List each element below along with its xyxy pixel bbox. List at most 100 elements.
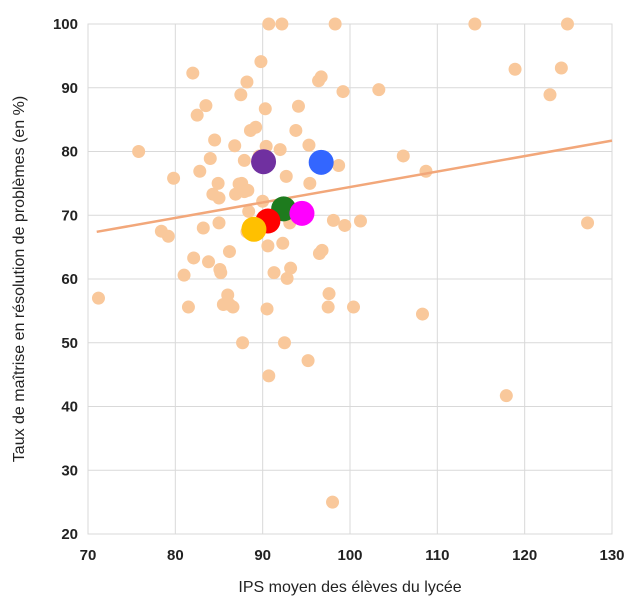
data-point (226, 300, 240, 314)
data-point (543, 88, 557, 102)
data-point (346, 300, 360, 314)
x-tick-label: 110 (425, 547, 449, 564)
data-point (468, 17, 482, 31)
data-point (302, 138, 316, 152)
y-tick-label: 40 (61, 399, 78, 416)
data-point (280, 271, 294, 285)
y-tick-label: 100 (53, 16, 78, 33)
data-point (508, 62, 522, 76)
data-point (203, 152, 217, 166)
data-point (240, 75, 254, 89)
data-point (187, 251, 201, 265)
data-point (279, 169, 293, 183)
data-point (326, 213, 340, 227)
y-tick-label: 90 (61, 80, 78, 97)
data-points (91, 17, 595, 509)
data-point (91, 291, 105, 305)
data-point (196, 221, 210, 235)
data-point (222, 245, 236, 259)
x-tick-label: 100 (337, 547, 362, 564)
data-point (214, 266, 228, 280)
y-tick-label: 50 (61, 335, 78, 352)
data-point (260, 302, 274, 316)
data-point (338, 218, 352, 232)
data-point (289, 123, 303, 137)
data-point (396, 149, 410, 163)
data-point (419, 164, 433, 178)
data-point (291, 99, 305, 113)
data-point (181, 300, 195, 314)
y-axis-label: Taux de maîtrise en résolution de problè… (11, 96, 28, 462)
data-point (242, 204, 256, 218)
data-point (275, 17, 289, 31)
data-point (328, 17, 342, 31)
data-point (314, 70, 328, 84)
plot-frame (87, 23, 613, 535)
x-tick-labels: 70 80 90 100 110 120 130 (80, 547, 625, 564)
highlight-point (289, 200, 315, 226)
data-point (303, 176, 317, 190)
data-point (273, 143, 287, 157)
data-point (581, 216, 595, 230)
data-point (236, 336, 250, 350)
data-point (353, 214, 367, 228)
data-point (284, 261, 298, 275)
trend-line (96, 139, 613, 234)
x-tick-label: 120 (512, 547, 537, 564)
data-point (267, 266, 281, 280)
data-point (199, 99, 213, 113)
data-point (258, 102, 272, 116)
x-tick-label: 130 (599, 547, 624, 564)
data-point (301, 354, 315, 368)
data-point (212, 216, 226, 230)
data-point (241, 183, 255, 197)
data-point (326, 495, 340, 509)
data-point (276, 236, 290, 250)
x-axis-label: IPS moyen des élèves du lycée (238, 579, 461, 596)
data-point (278, 336, 291, 350)
y-tick-label: 80 (61, 144, 78, 161)
data-point (499, 389, 513, 403)
data-point (372, 83, 386, 97)
data-point (415, 307, 429, 321)
data-point (193, 164, 207, 178)
data-point (321, 300, 335, 314)
data-point (554, 61, 568, 75)
data-point (322, 287, 336, 301)
data-point (336, 85, 350, 99)
data-point (161, 229, 175, 243)
y-tick-labels: 20 30 40 50 60 70 80 90 100 (53, 16, 78, 543)
data-point (167, 171, 181, 185)
data-point (249, 120, 263, 134)
x-tick-label: 90 (254, 547, 271, 564)
data-point (315, 243, 329, 257)
data-point (234, 88, 248, 102)
data-point (262, 17, 276, 31)
data-point (190, 108, 204, 122)
data-point (237, 153, 251, 167)
data-point (254, 55, 268, 69)
data-point (261, 239, 275, 253)
highlight-point (308, 149, 334, 175)
data-point (202, 255, 216, 269)
data-point (228, 139, 242, 153)
x-tick-label: 80 (167, 547, 184, 564)
data-point (177, 268, 191, 282)
data-point (560, 17, 574, 31)
data-point (262, 369, 276, 383)
y-tick-label: 30 (61, 462, 78, 479)
y-tick-label: 20 (61, 526, 78, 543)
data-point (211, 176, 225, 190)
data-point (332, 159, 346, 173)
highlight-point (241, 216, 267, 242)
data-point (212, 191, 226, 205)
y-tick-label: 70 (61, 207, 78, 224)
data-point (208, 133, 222, 147)
highlight-points (241, 149, 334, 242)
data-point (132, 145, 146, 158)
data-point (186, 66, 200, 80)
x-tick-label: 70 (80, 547, 97, 564)
grid-lines (87, 23, 613, 535)
y-tick-label: 60 (61, 271, 78, 288)
